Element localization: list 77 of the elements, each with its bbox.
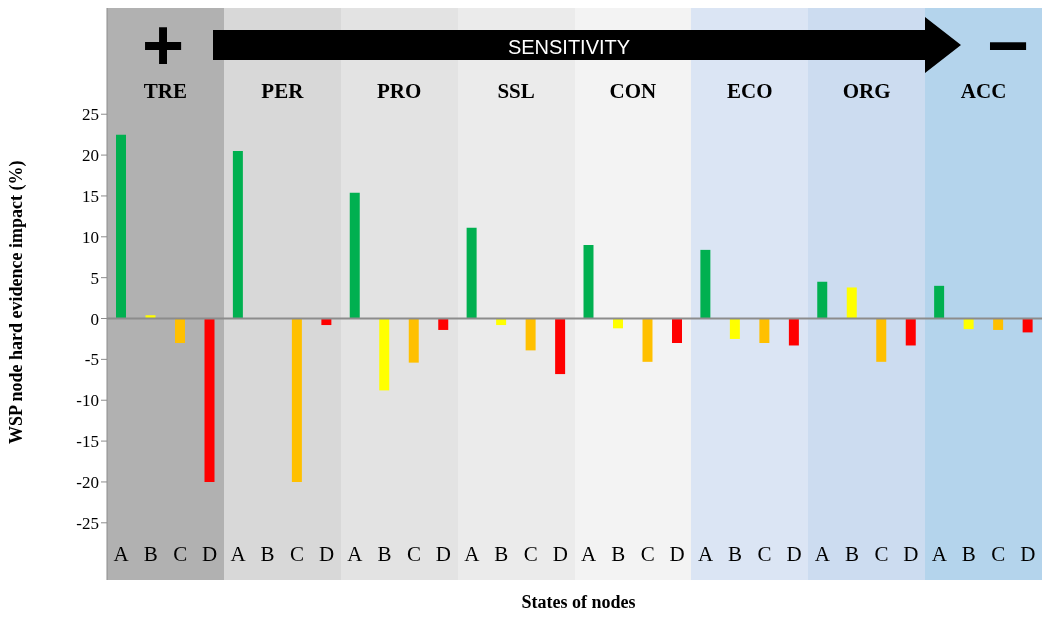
text: A <box>230 542 246 567</box>
y-tick-label: 0 <box>90 309 99 329</box>
bar <box>525 318 536 351</box>
bar <box>349 192 360 319</box>
text: A <box>697 542 714 567</box>
y-tick-label: 5 <box>90 268 99 288</box>
text: A <box>581 542 597 567</box>
text: C <box>523 542 538 567</box>
bar <box>729 318 740 339</box>
x-axis-title: States of nodes <box>520 592 637 613</box>
bar <box>232 151 243 319</box>
text: C <box>406 542 421 567</box>
bar <box>672 318 682 344</box>
bar <box>905 318 916 346</box>
text: D <box>318 542 335 567</box>
text: C <box>874 542 889 567</box>
bar <box>846 287 857 319</box>
bar <box>817 281 828 319</box>
text: B <box>376 541 393 569</box>
x-tick-label: ACC <box>959 77 1008 105</box>
bar <box>555 318 566 375</box>
text: D <box>786 542 802 567</box>
text: B <box>611 542 626 567</box>
text: B <box>143 542 158 567</box>
bar <box>291 318 302 482</box>
bar <box>466 227 477 319</box>
x-tick-label: PRO <box>376 77 423 105</box>
y-tick-label: -25 <box>76 513 99 533</box>
text: D <box>435 542 452 567</box>
bar <box>583 244 594 319</box>
text: C <box>757 542 772 567</box>
text: D <box>1020 542 1036 567</box>
x-tick-label: ORG <box>841 77 892 105</box>
bar <box>759 318 770 344</box>
text: D <box>552 542 568 567</box>
bar <box>642 318 653 362</box>
bar <box>116 134 126 319</box>
text: A <box>347 542 363 567</box>
x-tick-label: SSL <box>496 77 536 105</box>
bar <box>934 285 945 319</box>
text: B <box>728 542 743 567</box>
y-tick-label: -15 <box>76 432 99 452</box>
bar <box>408 318 419 363</box>
text: C <box>173 542 188 567</box>
y-tick-label: 10 <box>82 227 99 247</box>
bar <box>175 318 185 344</box>
x-tick-label: ECO <box>726 77 774 105</box>
text: B <box>260 542 275 567</box>
y-tick-label: -5 <box>84 350 99 370</box>
text: C <box>991 542 1006 567</box>
text: B <box>961 542 976 567</box>
x-tick-label: CON <box>608 77 658 105</box>
bar <box>788 318 799 346</box>
annotation: SENSITIVITY <box>506 35 632 61</box>
x-tick-label: TRE <box>142 77 189 105</box>
text: B <box>844 542 859 567</box>
text: D <box>201 541 219 569</box>
text: A <box>464 542 480 567</box>
x-tick-label: PER <box>260 77 305 105</box>
bar <box>700 249 711 319</box>
y-axis-title: WSP node hard evidence impact (%) <box>6 160 28 444</box>
text: A <box>112 541 130 569</box>
y-tick-label: 25 <box>82 105 99 125</box>
y-tick-label: -10 <box>76 391 99 411</box>
y-tick-label: -20 <box>76 472 99 492</box>
text: D <box>669 542 685 567</box>
bar <box>204 318 215 482</box>
bar <box>876 318 887 362</box>
text: A <box>931 542 947 567</box>
text: D <box>903 542 919 567</box>
bar <box>379 318 390 391</box>
text: B <box>494 542 509 567</box>
text: C <box>640 542 655 567</box>
text: A <box>814 542 831 567</box>
y-tick-label: 15 <box>82 186 99 206</box>
y-tick-label: 20 <box>82 146 99 166</box>
text: C <box>289 541 306 569</box>
